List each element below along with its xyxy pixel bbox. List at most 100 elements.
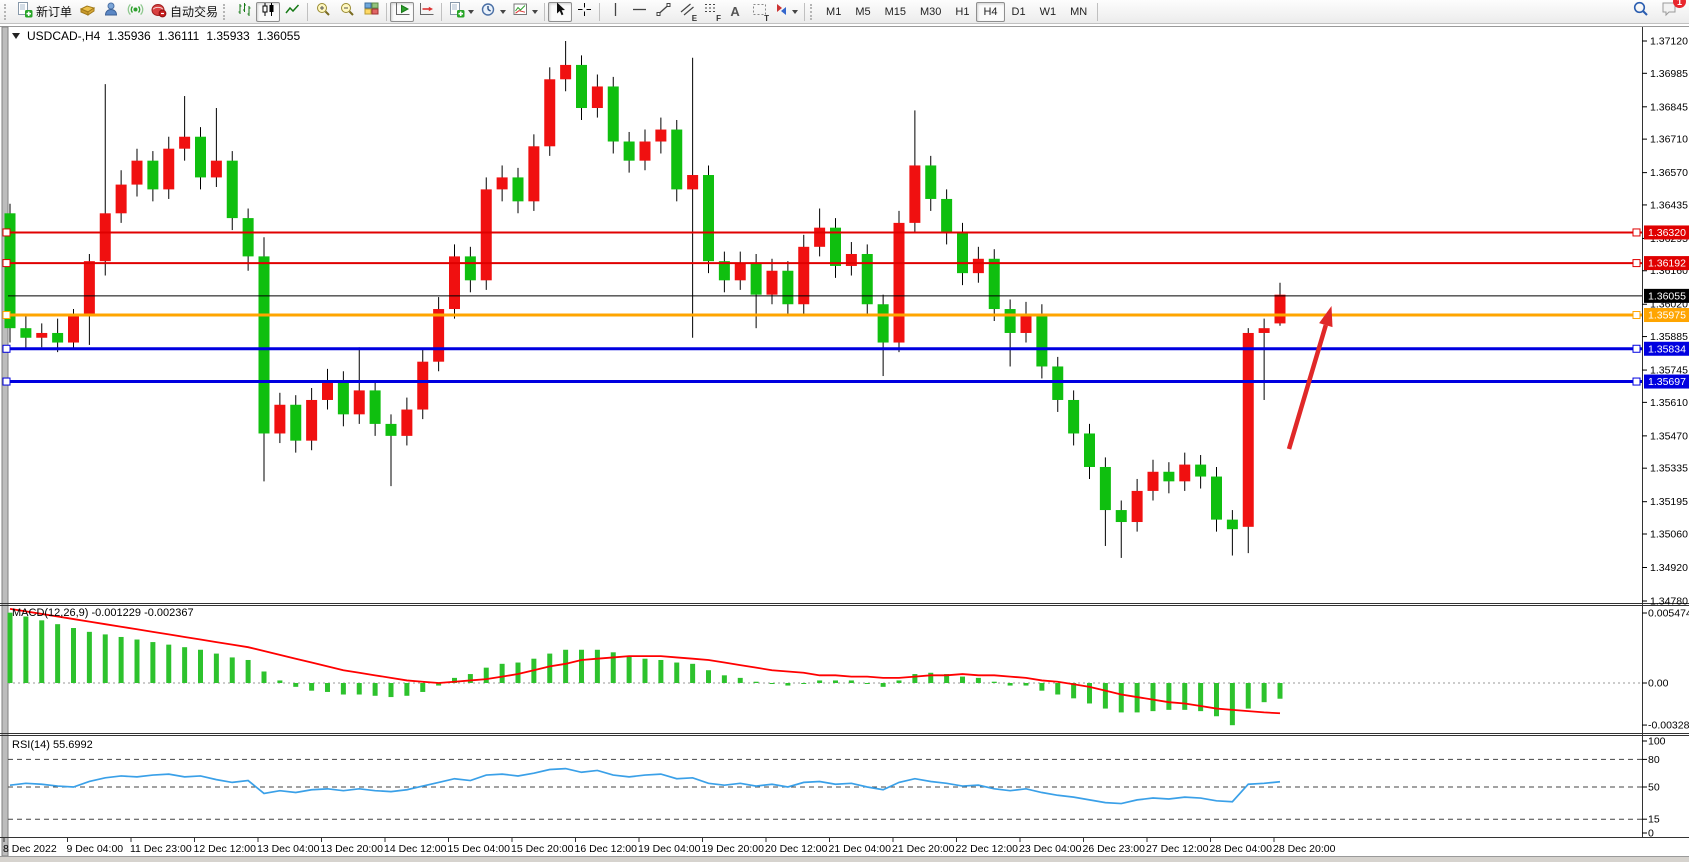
- svg-text:23 Dec 04:00: 23 Dec 04:00: [1019, 843, 1082, 855]
- date-axis[interactable]: 8 Dec 2022 9 Dec 04:00 11 Dec 23:00 12 Dec …: [3, 838, 1336, 855]
- horizontal-price-lines[interactable]: 1.36320 1.36192 1.35975 1.35834 1.35697: [2, 225, 1689, 389]
- toolbar-separator: [386, 2, 388, 21]
- new-order-button[interactable]: 新订单: [13, 1, 75, 23]
- macd-indicator: MACD(12,26,9) -0.001229 -0.002367 0.00547…: [7, 607, 1689, 732]
- svg-text:0.00: 0.00: [1648, 678, 1669, 690]
- tile-windows-button[interactable]: [359, 2, 383, 22]
- svg-text:16 Dec 12:00: 16 Dec 12:00: [575, 843, 638, 855]
- cursor-button[interactable]: [548, 1, 573, 22]
- svg-text:1.35834: 1.35834: [1648, 343, 1686, 355]
- timeframe-button-MN[interactable]: MN: [1070, 5, 1088, 18]
- timeframe-button-M30[interactable]: M30: [920, 5, 942, 18]
- equidistant-channel-tool-button[interactable]: E: [675, 1, 699, 23]
- timeframe-toolbar: M1 M5 M15 M30 H1 H4 D1 W1 MN: [819, 1, 1094, 22]
- chart-shift-button[interactable]: [414, 2, 438, 22]
- svg-text:1.35885: 1.35885: [1650, 331, 1688, 343]
- timeframe-button-H1[interactable]: H1: [955, 5, 970, 18]
- channel-icon: [679, 1, 696, 23]
- bar-chart-icon: [236, 1, 253, 23]
- auto-trading-icon: [150, 1, 167, 23]
- auto-scroll-button[interactable]: [390, 1, 415, 22]
- chart-frame: [0, 24, 1689, 862]
- main-toolbar: 新订单 自动交易: [0, 0, 1689, 24]
- signals-button[interactable]: [123, 2, 147, 22]
- svg-text:21 Dec 04:00: 21 Dec 04:00: [829, 843, 892, 855]
- svg-text:50: 50: [1648, 782, 1660, 794]
- channel-glyph: E: [691, 13, 698, 23]
- horizontal-line-tool-button[interactable]: [627, 2, 651, 22]
- svg-text:19 Dec 04:00: 19 Dec 04:00: [638, 843, 701, 855]
- clock-icon: [480, 1, 497, 23]
- svg-text:1.36985: 1.36985: [1650, 68, 1688, 80]
- toolbar-grip: [4, 3, 11, 20]
- timeframe-button-M1[interactable]: M1: [826, 5, 842, 18]
- vertical-line-icon: [607, 1, 624, 23]
- svg-text:26 Dec 23:00: 26 Dec 23:00: [1083, 843, 1146, 855]
- zoom-in-button[interactable]: [311, 2, 335, 22]
- timeframe-button-M15[interactable]: M15: [884, 5, 906, 18]
- indicators-icon: [448, 1, 465, 23]
- svg-text:0: 0: [1648, 828, 1654, 840]
- line-chart-button[interactable]: [280, 2, 304, 22]
- candlestick-chart-icon: [260, 1, 277, 23]
- arrow-annotation[interactable]: [1286, 306, 1333, 450]
- timeframe-button-W1[interactable]: W1: [1039, 5, 1057, 18]
- svg-text:28 Dec 04:00: 28 Dec 04:00: [1210, 843, 1273, 855]
- svg-text:22 Dec 12:00: 22 Dec 12:00: [956, 843, 1019, 855]
- toolbar-grip: [810, 3, 817, 20]
- data-window-button[interactable]: [75, 2, 99, 22]
- vertical-line-tool-button[interactable]: [603, 2, 627, 22]
- svg-text:15 Dec 04:00: 15 Dec 04:00: [448, 843, 511, 855]
- fibonacci-tool-button[interactable]: F: [699, 1, 723, 23]
- svg-text:RSI(14) 55.6992: RSI(14) 55.6992: [12, 739, 93, 751]
- text-label-tool-button[interactable]: T: [747, 2, 771, 23]
- candlestick-series: [4, 41, 1286, 558]
- chart-high-value: 1.36111: [157, 29, 200, 43]
- auto-trading-button[interactable]: 自动交易: [147, 2, 221, 22]
- candlestick-chart-button[interactable]: [256, 1, 281, 23]
- chart-dropdown-icon[interactable]: [12, 33, 20, 39]
- crosshair-button[interactable]: [572, 2, 596, 22]
- zoom-out-button[interactable]: [335, 2, 359, 22]
- timeframe-button-H4[interactable]: H4: [976, 1, 1005, 22]
- chart-open-value: 1.35936: [107, 29, 151, 43]
- svg-text:0.005474: 0.005474: [1648, 607, 1689, 619]
- auto-trading-label: 自动交易: [170, 5, 219, 19]
- indicators-button[interactable]: [445, 1, 477, 23]
- text-tool-button[interactable]: A: [723, 2, 747, 22]
- fibonacci-icon: [703, 1, 720, 23]
- svg-text:11 Dec 23:00: 11 Dec 23:00: [130, 843, 192, 855]
- crosshair-icon: [576, 1, 593, 23]
- arrows-icon: [774, 1, 789, 23]
- current-price-line: 1.36055: [8, 288, 1689, 303]
- svg-text:100: 100: [1648, 736, 1666, 748]
- timeframe-button-D1[interactable]: D1: [1011, 5, 1026, 18]
- notifications-button[interactable]: 1: [1660, 0, 1686, 23]
- bar-chart-button[interactable]: [232, 2, 256, 22]
- timeframe-button-M5[interactable]: M5: [855, 5, 871, 18]
- line-chart-icon: [284, 1, 301, 23]
- svg-text:13 Dec 04:00: 13 Dec 04:00: [257, 843, 320, 855]
- chevron-down-icon: [792, 9, 799, 14]
- svg-text:19 Dec 20:00: 19 Dec 20:00: [702, 843, 765, 855]
- svg-text:15 Dec 20:00: 15 Dec 20:00: [511, 843, 574, 855]
- chart-shift-icon: [418, 1, 435, 23]
- search-icon[interactable]: [1632, 0, 1650, 23]
- periods-button[interactable]: [477, 2, 509, 22]
- chevron-down-icon: [532, 9, 539, 14]
- market-watch-button[interactable]: [99, 2, 123, 22]
- trendline-tool-button[interactable]: [651, 2, 675, 22]
- arrows-tool-button[interactable]: [771, 2, 801, 22]
- price-axis[interactable]: 1.37120 1.36985 1.36845 1.36710 1.36570 1.364…: [1642, 36, 1688, 608]
- svg-text:1.36710: 1.36710: [1650, 134, 1688, 146]
- svg-text:1.35470: 1.35470: [1650, 430, 1688, 442]
- svg-text:20 Dec 12:00: 20 Dec 12:00: [765, 843, 828, 855]
- svg-text:28 Dec 20:00: 28 Dec 20:00: [1273, 843, 1336, 855]
- svg-text:1.37120: 1.37120: [1650, 36, 1688, 48]
- new-order-icon: [16, 1, 33, 23]
- templates-button[interactable]: [509, 2, 541, 22]
- svg-text:1.34920: 1.34920: [1650, 562, 1688, 574]
- svg-text:1.35060: 1.35060: [1650, 528, 1688, 540]
- svg-text:27 Dec 12:00: 27 Dec 12:00: [1146, 843, 1209, 855]
